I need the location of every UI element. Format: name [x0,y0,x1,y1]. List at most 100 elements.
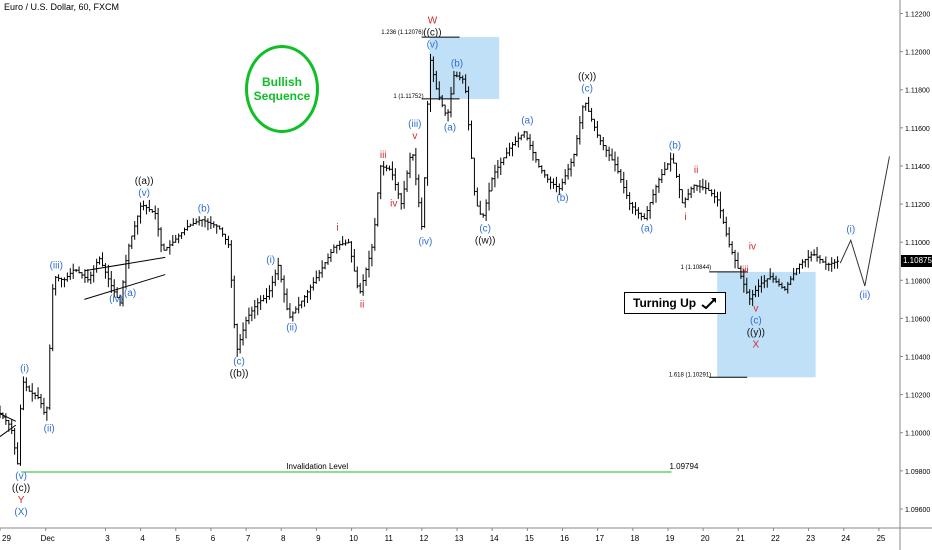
y-tick-label: 1.10800 [905,278,930,285]
wave-label: X [753,339,760,350]
wave-label: (c) [233,357,245,368]
x-tick-label: 7 [246,534,251,543]
x-tick-label: 20 [701,534,710,543]
wave-label: (i) [20,363,29,374]
y-tick-label: 1.12000 [905,50,930,57]
wave-label: i [684,212,686,223]
wave-label: ii [360,300,364,311]
wave-label: v [412,131,417,142]
x-tick-label: 11 [385,534,394,543]
x-tick-label: 23 [806,534,815,543]
wave-label: (a) [124,288,136,299]
wave-label: (ii) [44,423,55,434]
y-tick-label: 1.11400 [905,164,930,171]
wave-label: iv [749,241,756,252]
zone-bottom-label: 1 (1.11752) [393,94,423,100]
x-tick-label: 15 [525,534,534,543]
wave-label: iv [390,199,397,210]
x-tick-label: 25 [876,534,885,543]
x-tick-label: 17 [595,534,604,543]
y-tick-label: 1.11200 [905,202,930,209]
x-tick-label: 4 [140,534,145,543]
wave-label: (b) [451,59,463,70]
x-tick-label: 19 [666,534,675,543]
triangle-upper-line [84,256,166,272]
x-tick-label: 10 [349,534,358,543]
y-tick-label: 1.10200 [905,393,930,400]
projection-path [839,156,890,287]
y-tick-label: 1.10000 [905,431,930,438]
wave-label: W [428,15,438,26]
invalidation-line-group: Invalidation Level 1.09794 [21,462,699,473]
zone-top-label: 1.236 (1.12076) [381,30,423,36]
x-tick-label: 3 [105,534,110,543]
wave-label: (v) [138,188,150,199]
wave-label: ((y)) [747,327,765,338]
wave-label: Y [18,495,25,506]
wave-label: (b) [669,140,681,151]
badge-line-2: Sequence [253,89,311,103]
triangle-pattern [0,256,166,437]
chart-title: Euro / U.S. Dollar, 60, FXCM [4,2,120,12]
wave-label: (a) [641,223,653,234]
y-tick-label: 1.11000 [905,240,930,247]
badge-line-1: Bullish [261,75,302,89]
fib-zone [429,37,500,99]
wave-label: v [753,303,758,314]
zone-top-label: 1 (1.10844) [680,265,711,271]
y-tick-label: 1.12200 [905,12,930,19]
x-tick-label: 22 [771,534,780,543]
y-tick-label: 1.10600 [905,316,930,323]
bullish-sequence-badge: Bullish Sequence [245,45,319,133]
wave-label: iii [742,265,749,276]
wave-label: ((x)) [578,71,596,82]
x-tick-label: 24 [841,534,850,543]
wave-label: (v) [427,39,439,50]
turning-up-box: Turning Up [624,292,727,314]
wave-label: (a) [521,116,533,127]
wave-label: (X) [14,507,27,518]
wave-label: ((c)) [423,27,441,38]
wave-label: (iv) [418,237,432,248]
wave-label: (c) [581,83,593,94]
x-tick-label: 29 [2,534,11,543]
fib-zone [717,271,816,378]
x-tick-label: 5 [176,534,181,543]
x-tick-label: 6 [211,534,216,543]
x-tick-label: Dec [41,534,55,543]
x-tick-label: 18 [630,534,639,543]
wave-label: ii [694,165,698,176]
wave-label: (c) [750,315,762,326]
wave-label: (i) [846,224,855,235]
wave-label: (c) [479,223,491,234]
x-tick-label: 21 [736,534,745,543]
y-tick-label: 1.11800 [905,88,930,95]
wave-label: ((a)) [135,176,154,187]
wave-label: (v) [15,471,27,482]
projection-line [839,156,890,287]
turning-up-label: Turning Up [633,296,697,310]
wave-label: ((w)) [475,235,496,246]
wave-label: iii [380,150,387,161]
wave-label: ((b)) [230,369,249,380]
arrow-up-right-icon [701,298,717,309]
wave-label: (i) [266,255,275,266]
x-tick-label: 14 [490,534,499,543]
price-bars [0,53,840,466]
wave-label: (iv) [109,294,123,305]
zone-bottom-label: 1.618 (1.10291) [669,372,711,378]
wave-label: (b) [556,193,568,204]
left-triangle-upper [0,413,17,422]
triangle-lower-line [84,274,166,300]
fibonacci-zones: 1.236 (1.12076) 1 (1.11752) 1 (1.10844) 1.6… [381,30,816,378]
wave-label: ((c)) [12,483,30,494]
x-tick-label: 9 [316,534,321,543]
invalidation-label: Invalidation Level [286,462,348,471]
wave-label: (ii) [859,290,870,301]
y-tick-label: 1.11600 [905,126,930,133]
x-tick-label: 13 [455,534,464,543]
x-tick-label: 16 [560,534,569,543]
wave-label: (ii) [286,322,297,333]
